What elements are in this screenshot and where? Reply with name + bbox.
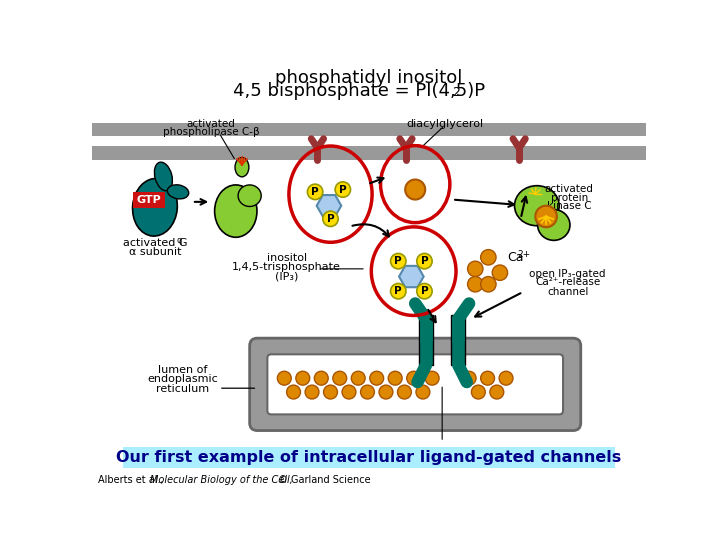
- FancyBboxPatch shape: [250, 338, 581, 430]
- Circle shape: [417, 284, 432, 299]
- Text: activated: activated: [186, 119, 235, 129]
- Circle shape: [407, 372, 420, 385]
- Text: inositol: inositol: [266, 253, 307, 264]
- Ellipse shape: [215, 185, 257, 237]
- Circle shape: [379, 385, 393, 399]
- Text: Alberts et al.,: Alberts et al.,: [98, 475, 167, 485]
- Text: kinase C: kinase C: [547, 201, 592, 211]
- Circle shape: [472, 385, 485, 399]
- Ellipse shape: [154, 162, 172, 191]
- Text: Molecular Biology of the Cell,: Molecular Biology of the Cell,: [150, 475, 292, 485]
- Bar: [92, 137, 647, 146]
- Circle shape: [305, 385, 319, 399]
- Text: © Garland Science: © Garland Science: [275, 475, 371, 485]
- Text: protein: protein: [551, 193, 588, 202]
- Text: P: P: [420, 256, 428, 266]
- Text: (IP₃): (IP₃): [275, 272, 298, 282]
- Circle shape: [315, 372, 328, 385]
- Circle shape: [307, 184, 323, 200]
- Circle shape: [351, 372, 365, 385]
- Text: GTP: GTP: [136, 195, 161, 205]
- Circle shape: [536, 206, 557, 227]
- Circle shape: [490, 385, 504, 399]
- Text: q: q: [176, 236, 182, 245]
- Text: 1,4,5-trisphosphate: 1,4,5-trisphosphate: [232, 262, 341, 272]
- Text: Our first example of intracellular ligand-gated channels: Our first example of intracellular ligan…: [117, 450, 621, 465]
- Text: activated G: activated G: [122, 238, 187, 248]
- Ellipse shape: [167, 185, 189, 199]
- Bar: [451, 315, 465, 365]
- Text: P: P: [420, 286, 428, 296]
- Text: P: P: [327, 214, 334, 224]
- Circle shape: [333, 372, 346, 385]
- Circle shape: [481, 372, 495, 385]
- Text: lumen of: lumen of: [158, 365, 207, 375]
- Ellipse shape: [238, 185, 261, 206]
- Circle shape: [277, 372, 291, 385]
- Circle shape: [405, 179, 426, 200]
- Circle shape: [370, 372, 384, 385]
- Circle shape: [462, 372, 476, 385]
- Circle shape: [416, 385, 430, 399]
- Bar: [419, 315, 433, 365]
- Circle shape: [323, 211, 338, 226]
- Text: phosphatidyl inositol: phosphatidyl inositol: [275, 69, 463, 86]
- Circle shape: [467, 261, 483, 276]
- Circle shape: [467, 276, 483, 292]
- Text: channel: channel: [547, 287, 588, 296]
- Circle shape: [492, 265, 508, 280]
- Circle shape: [342, 385, 356, 399]
- Circle shape: [397, 385, 411, 399]
- Circle shape: [390, 284, 406, 299]
- Text: α subunit: α subunit: [129, 247, 181, 257]
- Ellipse shape: [235, 158, 249, 177]
- Circle shape: [323, 385, 338, 399]
- Bar: [122, 447, 616, 468]
- Text: diacylglycerol: diacylglycerol: [406, 119, 483, 129]
- Text: 2+: 2+: [518, 251, 531, 260]
- Polygon shape: [317, 195, 341, 217]
- FancyBboxPatch shape: [133, 192, 165, 208]
- Circle shape: [287, 385, 300, 399]
- Text: P: P: [339, 185, 346, 194]
- Circle shape: [481, 249, 496, 265]
- Text: endoplasmic: endoplasmic: [148, 374, 218, 384]
- Text: phospholipase C-β: phospholipase C-β: [163, 127, 259, 137]
- Text: P: P: [395, 286, 402, 296]
- Circle shape: [361, 385, 374, 399]
- Ellipse shape: [132, 178, 177, 236]
- Circle shape: [335, 182, 351, 197]
- Ellipse shape: [538, 210, 570, 240]
- Circle shape: [417, 253, 432, 269]
- Circle shape: [296, 372, 310, 385]
- Text: open IP₃-gated: open IP₃-gated: [529, 269, 606, 279]
- Ellipse shape: [515, 186, 559, 226]
- Circle shape: [499, 372, 513, 385]
- Text: Ca: Ca: [508, 251, 524, 264]
- Bar: [92, 146, 647, 159]
- Text: Ca²⁺-release: Ca²⁺-release: [535, 278, 600, 287]
- Bar: [92, 123, 647, 137]
- Text: reticulum: reticulum: [156, 383, 210, 394]
- Circle shape: [426, 372, 439, 385]
- Circle shape: [388, 372, 402, 385]
- Circle shape: [390, 253, 406, 269]
- Text: activated: activated: [545, 184, 593, 194]
- FancyBboxPatch shape: [267, 354, 563, 414]
- Text: P: P: [311, 187, 319, 197]
- Text: P: P: [395, 256, 402, 266]
- Polygon shape: [399, 266, 423, 287]
- Text: 2: 2: [452, 86, 460, 99]
- Text: 4,5 bisphosphate = PI(4,5)P: 4,5 bisphosphate = PI(4,5)P: [233, 82, 485, 100]
- Circle shape: [481, 276, 496, 292]
